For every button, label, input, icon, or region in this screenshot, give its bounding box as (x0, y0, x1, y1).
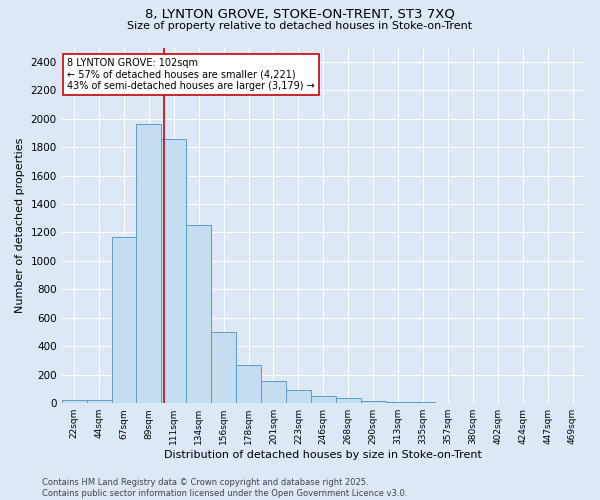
Bar (136, 124, 161, 403)
Bar (386, 402, 410, 403)
Text: 8, LYNTON GROVE, STOKE-ON-TRENT, ST3 7XQ: 8, LYNTON GROVE, STOKE-ON-TRENT, ST3 7XQ (145, 8, 455, 20)
Bar (186, 226, 211, 403)
Bar (112, 236, 136, 403)
Y-axis label: Number of detached properties: Number of detached properties (15, 138, 25, 313)
Bar (211, 332, 236, 403)
Bar (361, 401, 386, 403)
Bar (286, 390, 311, 403)
Bar (311, 396, 336, 403)
X-axis label: Distribution of detached houses by size in Stoke-on-Trent: Distribution of detached houses by size … (164, 450, 482, 460)
Bar (236, 365, 261, 403)
Bar (86, 400, 112, 403)
Bar (410, 402, 436, 403)
Bar (62, 400, 86, 403)
Text: Contains HM Land Registry data © Crown copyright and database right 2025.
Contai: Contains HM Land Registry data © Crown c… (42, 478, 407, 498)
Text: Size of property relative to detached houses in Stoke-on-Trent: Size of property relative to detached ho… (127, 21, 473, 31)
Bar (261, 381, 286, 403)
Bar (161, 138, 186, 403)
Bar (336, 398, 361, 403)
Text: 8 LYNTON GROVE: 102sqm
← 57% of detached houses are smaller (4,221)
43% of semi-: 8 LYNTON GROVE: 102sqm ← 57% of detached… (67, 58, 314, 92)
